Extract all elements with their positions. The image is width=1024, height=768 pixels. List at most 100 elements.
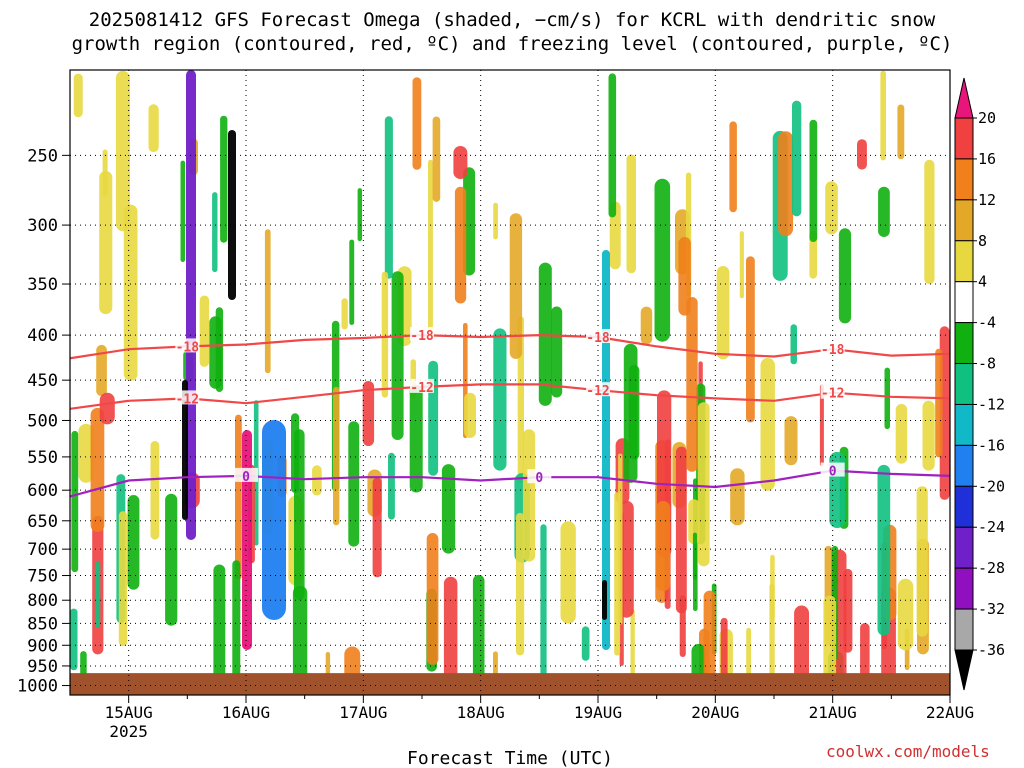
- omega-cell: [515, 512, 525, 656]
- contour-label-bg: [175, 338, 200, 353]
- colorbar-label: 8: [978, 232, 987, 250]
- x-tick-label: 19AUG: [574, 703, 622, 722]
- y-tick-label: 850: [27, 614, 58, 634]
- colorbar-segment: [954, 403, 974, 446]
- contour-label-bg: [586, 382, 610, 397]
- omega-cell: [678, 237, 691, 316]
- omega-cell: [509, 213, 523, 359]
- contour-label: -18: [410, 329, 434, 344]
- omega-cell: [884, 367, 890, 430]
- omega-cell: [739, 231, 744, 299]
- omega-cell: [381, 271, 389, 398]
- contour-label: 0: [535, 471, 543, 486]
- x-tick-label: 15AUG: [105, 703, 153, 722]
- omega-cell: [809, 230, 817, 279]
- x-tick-label: 17AUG: [339, 703, 387, 722]
- omega-cell: [819, 384, 824, 467]
- omega-cell: [729, 121, 737, 213]
- omega-cell: [180, 160, 186, 262]
- y-tick-label: 800: [27, 591, 58, 611]
- contour-label-bg: [820, 384, 845, 399]
- colorbar-label: 20: [978, 109, 996, 127]
- omega-cell: [123, 204, 138, 381]
- omega-cell: [924, 159, 935, 285]
- omega-cell: [675, 446, 687, 614]
- omega-cell: [409, 384, 423, 493]
- omega-cell: [294, 429, 305, 600]
- omega-cell: [312, 465, 322, 496]
- omega-cell: [688, 499, 700, 545]
- contour-lines: -18 -18 -18 -18 -12 -12 -12 -12 0 0 0: [70, 327, 950, 498]
- omega-cell: [357, 188, 362, 242]
- omega-cell: [341, 298, 348, 330]
- omega-cell: [235, 414, 242, 580]
- contour-label-bg: [175, 390, 200, 405]
- colorbar-segment: [954, 199, 974, 242]
- colorbar-label: -20: [978, 477, 1005, 495]
- x-axis: 15AUG 16AUG 17AUG 18AUG 19AUG 20AUG 21AUG 22AUG…: [105, 695, 974, 741]
- omega-shading: [70, 70, 950, 695]
- y-tick-label: 1000: [17, 677, 58, 697]
- omega-cell: [770, 554, 775, 620]
- omega-cell: [372, 477, 382, 578]
- omega-cell: [895, 404, 908, 464]
- contour-label: 0: [242, 470, 250, 485]
- omega-cell: [618, 453, 623, 625]
- omega-cell: [716, 266, 730, 360]
- omega-cell: [70, 608, 78, 671]
- contour-label-bg: [820, 462, 845, 477]
- omega-cell: [118, 511, 128, 647]
- x-tick-label: 20AUG: [691, 703, 739, 722]
- colorbar-segment: [954, 158, 974, 201]
- omega-core: [262, 420, 286, 620]
- ground-surface: [70, 673, 950, 695]
- omega-cell: [843, 568, 853, 653]
- omega-cell: [857, 139, 867, 170]
- omega-cell: [794, 605, 809, 695]
- omega-cell: [703, 590, 716, 695]
- omega-cell: [880, 70, 886, 161]
- omega-cell: [362, 381, 375, 446]
- omega-cell: [697, 402, 710, 567]
- omega-cell: [897, 104, 905, 160]
- omega-cell: [792, 100, 802, 217]
- omega-cell: [73, 73, 83, 118]
- omega-core: [182, 380, 188, 520]
- omega-cell: [878, 186, 890, 237]
- credit-text: coolwx.com/models: [826, 742, 990, 761]
- omega-cell: [292, 585, 308, 695]
- colorbar-segment: [954, 485, 974, 528]
- omega-cell: [686, 297, 698, 472]
- grid-lines: [70, 70, 950, 695]
- omega-cell: [809, 119, 818, 242]
- omega-core: [602, 250, 610, 650]
- omega-cell: [730, 468, 745, 526]
- y-tick-label: 600: [27, 481, 58, 501]
- omega-cell: [746, 256, 755, 423]
- colorbar-label: -8: [978, 355, 996, 373]
- omega-cell: [581, 626, 590, 661]
- omega-cell: [209, 316, 222, 389]
- contour-label-bg: [820, 341, 845, 356]
- omega-cell: [778, 131, 794, 237]
- x-tick-label: 16AUG: [222, 703, 270, 722]
- omega-cell: [165, 493, 178, 626]
- contour-line: [70, 333, 950, 360]
- omega-cell: [472, 574, 485, 695]
- omega-cell: [80, 651, 87, 695]
- omega-cell: [679, 595, 686, 657]
- omega-cell: [220, 115, 228, 243]
- colorbar-label: -12: [978, 395, 1005, 413]
- omega-cell: [540, 524, 547, 677]
- omega-cell: [656, 501, 671, 592]
- colorbar-segment: [954, 240, 974, 283]
- omega-cell: [517, 316, 524, 483]
- omega-cell: [212, 192, 218, 273]
- plot-frame: [69, 69, 951, 696]
- y-tick-label: 700: [27, 540, 58, 560]
- omega-cell: [790, 324, 797, 365]
- contour-label: -12: [586, 384, 609, 399]
- omega-cell: [784, 416, 798, 466]
- chart-title-line2: growth region (contoured, red, ºC) and f…: [71, 33, 953, 55]
